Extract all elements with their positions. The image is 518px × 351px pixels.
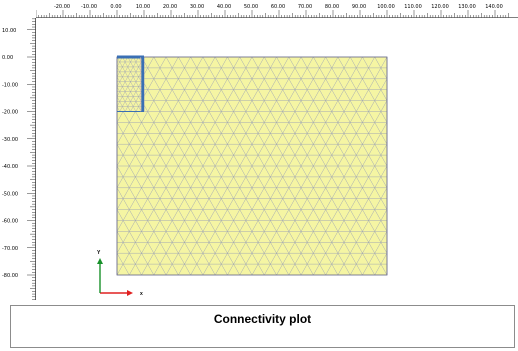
x-tick-label: 70.00: [298, 4, 312, 10]
x-axis-arrowhead: [127, 290, 133, 296]
x-tick-label: 10.00: [136, 4, 150, 10]
y-tick-label: -10.00: [2, 82, 18, 88]
refined-zone-fill: [117, 57, 144, 112]
vertical-ruler: 10.00 0.00 -10.00 -20.00 -30.00 -40.00 -50.00 -…: [2, 18, 36, 300]
y-axis-label: Y: [97, 250, 101, 256]
top-plate[interactable]: [117, 55, 144, 59]
x-tick-label: 50.00: [244, 4, 258, 10]
y-tick-label: -40.00: [2, 164, 18, 170]
y-tick-label: -50.00: [2, 191, 18, 197]
retaining-wall[interactable]: [141, 57, 144, 112]
caption-panel: Connectivity plot: [10, 305, 515, 348]
y-tick-label: -30.00: [2, 137, 18, 143]
x-tick-label: 20.00: [163, 4, 177, 10]
x-tick-label: 0.00: [110, 4, 121, 10]
y-tick-label: 0.00: [2, 55, 13, 61]
x-tick-label: 30.00: [190, 4, 204, 10]
axis-indicator: x Y: [97, 250, 143, 297]
x-tick-label: 140.00: [485, 4, 503, 10]
x-tick-label: 60.00: [271, 4, 285, 10]
plot-caption: Connectivity plot: [213, 312, 312, 326]
mesh-plot-area[interactable]: x Y: [36, 18, 518, 300]
y-axis-arrowhead: [97, 258, 103, 264]
x-tick-label: 40.00: [217, 4, 231, 10]
y-tick-label: -80.00: [2, 273, 18, 279]
x-tick-label: 90.00: [352, 4, 366, 10]
x-tick-label: 100.00: [377, 4, 395, 10]
x-tick-label: -10.00: [81, 4, 97, 10]
y-tick-label: -70.00: [2, 246, 18, 252]
x-tick-label: -20.00: [54, 4, 70, 10]
x-tick-label: 130.00: [458, 4, 476, 10]
horizontal-ruler: -20.00 -10.00 0.00 10.00 20.00 30.00 40.00 50.0…: [36, 4, 518, 18]
y-tick-label: -60.00: [2, 219, 18, 225]
y-tick-label: -20.00: [2, 110, 18, 116]
model-viewport[interactable]: -20.00 -10.00 0.00 10.00 20.00 30.00 40.00 50.0…: [0, 0, 518, 300]
coarse-mesh-lines: [116, 56, 388, 276]
domain-boundary: [116, 56, 388, 276]
x-axis-label: x: [140, 291, 143, 297]
y-tick-label: 10.00: [2, 28, 16, 34]
x-tick-label: 110.00: [404, 4, 422, 10]
x-tick-label: 120.00: [431, 4, 449, 10]
x-tick-label: 80.00: [325, 4, 339, 10]
finite-element-mesh: [116, 55, 388, 276]
